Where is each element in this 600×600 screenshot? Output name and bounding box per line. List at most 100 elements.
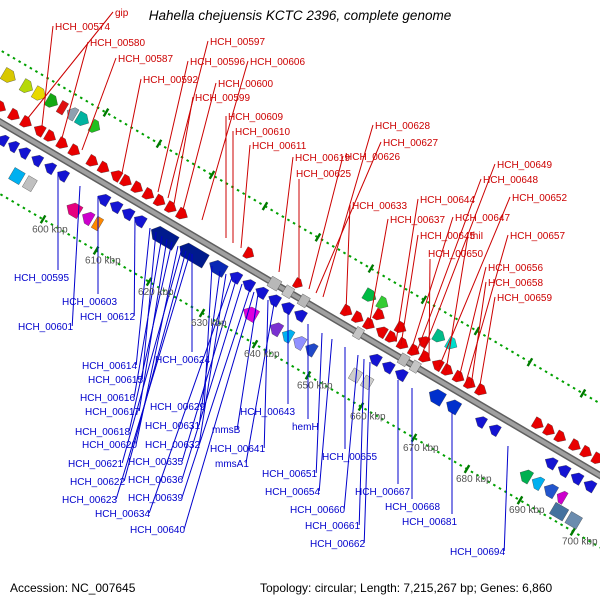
gene-arrow[interactable] — [163, 200, 179, 215]
gene-label[interactable]: HCH_00641 — [210, 444, 265, 455]
gene-arrow[interactable] — [367, 351, 383, 367]
gene-label[interactable]: HCH_00655 — [322, 452, 377, 463]
gene-arrow[interactable] — [361, 287, 379, 305]
gene-arrow[interactable] — [266, 275, 283, 292]
gene-label[interactable]: HCH_00643 — [240, 407, 295, 418]
gene-arrow[interactable] — [7, 107, 22, 123]
gene-arrow[interactable] — [85, 154, 101, 169]
gene-arrow[interactable] — [175, 206, 190, 222]
gene-label[interactable]: HCH_00626 — [345, 152, 400, 163]
gene-label[interactable]: HCH_00596 — [190, 57, 245, 68]
gene-arrow[interactable] — [564, 511, 583, 530]
gene-arrow[interactable] — [291, 277, 305, 290]
gene-arrow[interactable] — [530, 416, 546, 432]
gene-arrow[interactable] — [473, 414, 488, 429]
gene-label[interactable]: HCH_00661 — [305, 521, 360, 532]
gene-label[interactable]: HCH_00611 — [252, 141, 307, 152]
gene-label[interactable]: HCH_00652 — [512, 193, 567, 204]
gene-arrow[interactable] — [42, 160, 58, 176]
gene-arrow[interactable] — [8, 167, 26, 185]
gene-arrow[interactable] — [242, 246, 256, 262]
gene-arrow[interactable] — [375, 295, 392, 312]
gene-arrow[interactable] — [0, 99, 9, 115]
gene-arrow[interactable] — [29, 152, 45, 168]
gene-arrow[interactable] — [95, 191, 112, 208]
gene-arrow[interactable] — [408, 359, 422, 374]
gene-label[interactable]: HCH_00668 — [385, 502, 440, 513]
gene-label[interactable]: HCH_00617 — [85, 407, 140, 418]
gene-arrow[interactable] — [108, 167, 124, 183]
gene-arrow[interactable] — [426, 386, 447, 407]
gene-label[interactable]: mmsA1 — [215, 459, 249, 470]
gene-arrow[interactable] — [384, 330, 400, 345]
gene-arrow[interactable] — [227, 269, 244, 285]
gene-arrow[interactable] — [396, 352, 411, 368]
gene-label[interactable]: HCH_00645 — [420, 231, 475, 242]
gene-arrow[interactable] — [393, 320, 409, 336]
gene-label[interactable]: HCH_00621 — [68, 459, 123, 470]
gene-arrow[interactable] — [579, 444, 594, 460]
gene-label[interactable]: HCH_00639 — [128, 493, 183, 504]
gene-label[interactable]: HCH_00624 — [155, 355, 210, 366]
gene-label[interactable]: HCH_00644 — [420, 195, 475, 206]
gene-arrow[interactable] — [87, 118, 103, 135]
gene-label[interactable]: HCH_00662 — [310, 539, 365, 550]
gene-arrow[interactable] — [392, 366, 409, 383]
gene-label[interactable]: HCH_00587 — [118, 54, 173, 65]
gene-arrow[interactable] — [64, 200, 84, 219]
gene-arrow[interactable] — [590, 451, 600, 467]
gene-arrow[interactable] — [517, 467, 534, 485]
gene-arrow[interactable] — [451, 369, 467, 385]
gene-arrow[interactable] — [568, 470, 585, 486]
gene-arrow[interactable] — [253, 284, 270, 300]
gene-arrow[interactable] — [347, 367, 364, 384]
gene-arrow[interactable] — [474, 382, 489, 398]
gene-arrow[interactable] — [529, 474, 546, 491]
gene-label[interactable]: mmsB — [212, 425, 241, 436]
gene-arrow[interactable] — [152, 193, 168, 209]
gene-arrow[interactable] — [380, 359, 396, 375]
gene-label[interactable]: HCH_00603 — [62, 297, 117, 308]
gene-arrow[interactable] — [147, 223, 180, 251]
gene-label[interactable]: HCH_00629 — [150, 402, 205, 413]
gene-label[interactable]: HCH_00595 — [14, 273, 69, 284]
gene-label[interactable]: HCH_00601 — [18, 322, 73, 333]
gene-arrow[interactable] — [279, 327, 296, 344]
gene-label[interactable]: hemH — [292, 422, 319, 433]
gene-arrow[interactable] — [130, 180, 145, 196]
gene-label[interactable]: HCH_00657 — [510, 231, 565, 242]
gene-arrow[interactable] — [581, 477, 598, 494]
gene-label[interactable]: HCH_00612 — [80, 312, 135, 323]
gene-arrow[interactable] — [462, 376, 478, 392]
gene-arrow[interactable] — [395, 336, 411, 352]
gene-arrow[interactable] — [55, 167, 70, 183]
gene-label[interactable]: HCH_00615 — [88, 375, 143, 386]
gene-arrow[interactable] — [16, 145, 32, 160]
gene-arrow[interactable] — [6, 138, 21, 154]
gene-arrow[interactable] — [79, 209, 96, 227]
gene-arrow[interactable] — [55, 100, 69, 116]
gene-arrow[interactable] — [55, 136, 71, 152]
gene-arrow[interactable] — [176, 240, 210, 269]
gene-arrow[interactable] — [206, 257, 229, 278]
gene-label[interactable]: HCH_00694 — [450, 547, 505, 558]
gene-label[interactable]: HCH_00580 — [90, 38, 145, 49]
gene-arrow[interactable] — [351, 326, 365, 341]
gene-arrow[interactable] — [119, 205, 136, 222]
gene-arrow[interactable] — [549, 502, 570, 522]
gene-label[interactable]: HCH_00625 — [296, 169, 351, 180]
gene-label[interactable]: HCH_00658 — [488, 278, 543, 289]
gene-arrow[interactable] — [444, 336, 460, 352]
gene-label[interactable]: HCH_00618 — [75, 427, 130, 438]
gene-arrow[interactable] — [406, 343, 422, 359]
gene-label[interactable]: HCH_00597 — [210, 37, 265, 48]
gene-label[interactable]: HCH_00660 — [290, 505, 345, 516]
gene-arrow[interactable] — [542, 423, 557, 438]
gene-label[interactable]: HCH_00614 — [82, 361, 137, 372]
gene-label[interactable]: HCH_00647 — [455, 213, 510, 224]
gene-arrow[interactable] — [541, 481, 559, 500]
gene-arrow[interactable] — [542, 455, 559, 471]
gene-label[interactable]: HCH_00622 — [70, 477, 125, 488]
gene-label[interactable]: HCH_00592 — [143, 75, 198, 86]
gene-arrow[interactable] — [372, 307, 387, 323]
